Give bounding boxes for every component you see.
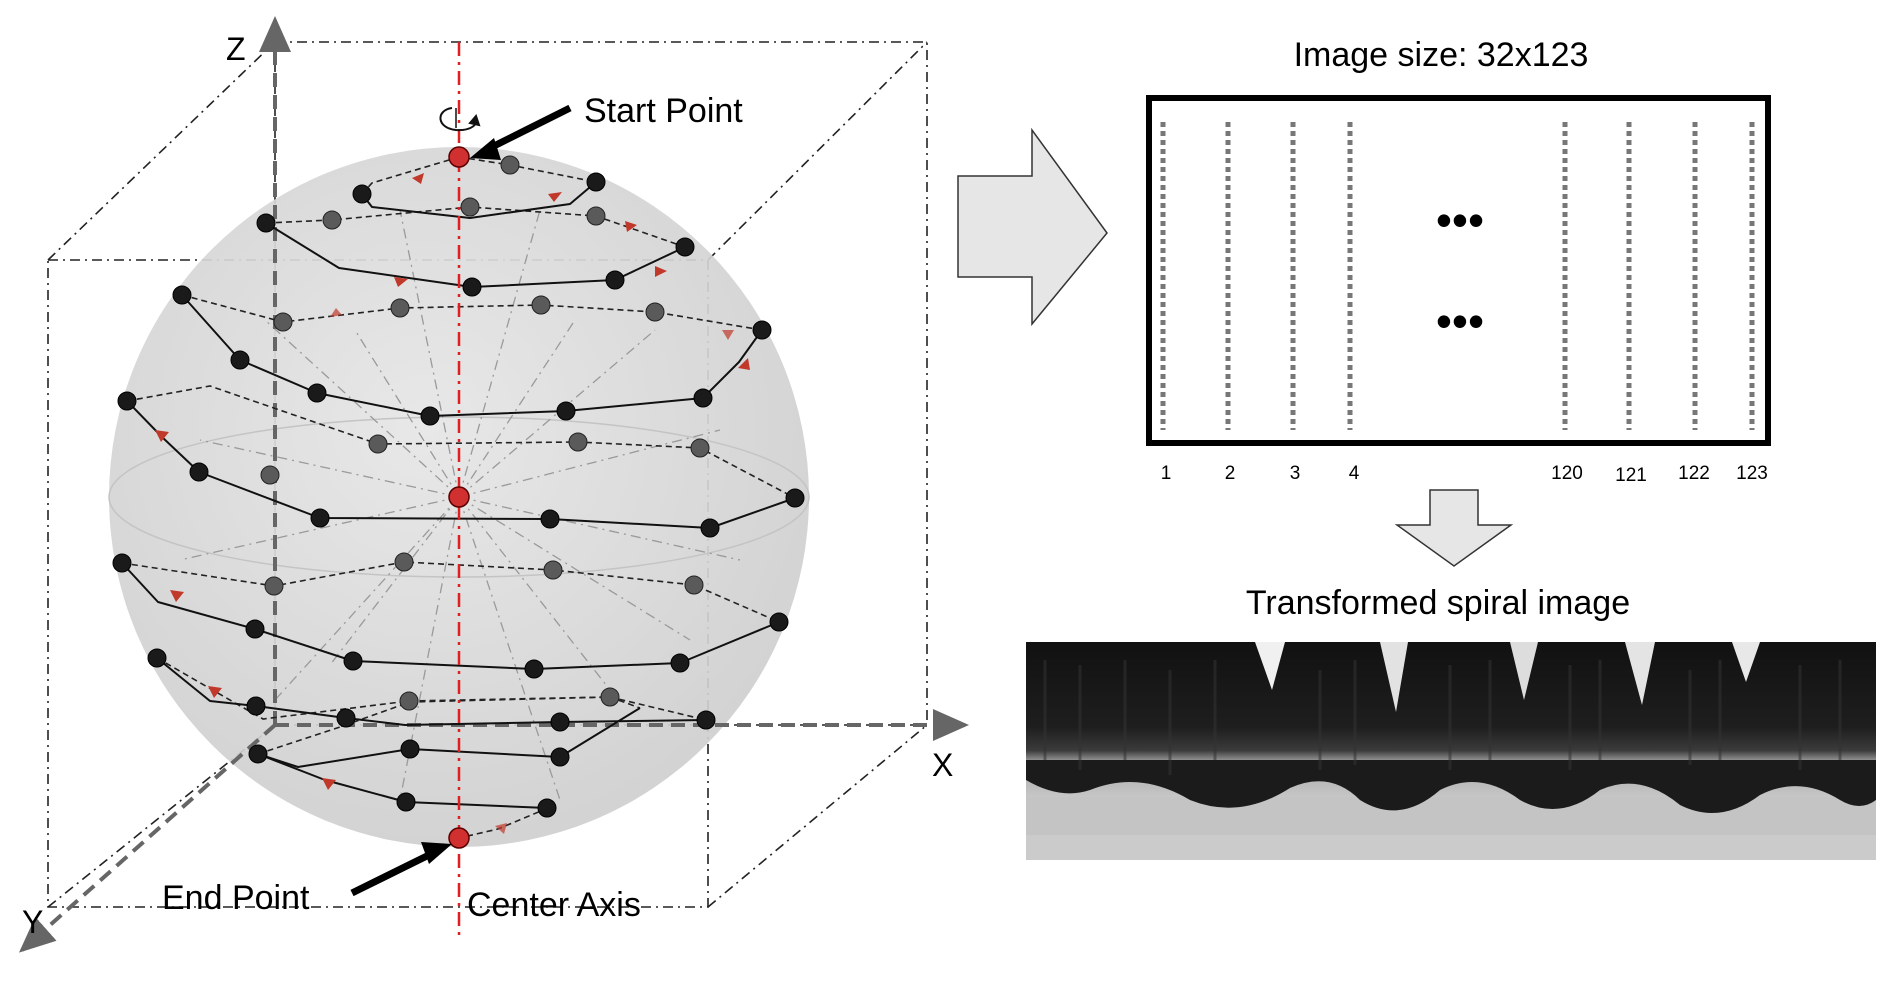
- end-point-arrow: [350, 842, 452, 897]
- sample-point: [696, 710, 716, 730]
- sample-point: [543, 560, 563, 580]
- column-number: 121: [1615, 465, 1647, 486]
- sample-point: [112, 553, 132, 573]
- column-number: 3: [1290, 463, 1301, 484]
- sample-point: [568, 432, 588, 452]
- sample-point: [420, 406, 440, 426]
- sample-point: [645, 302, 665, 322]
- sample-point: [117, 391, 137, 411]
- bounding-box-back: [274, 41, 928, 726]
- sphere-diagram: Z X Y: [19, 16, 969, 953]
- column-number: 120: [1551, 463, 1583, 484]
- ellipsis-upper: •••: [1436, 194, 1484, 246]
- start-point-label: Start Point: [584, 92, 743, 130]
- sample-point: [670, 653, 690, 673]
- sample-point: [310, 508, 330, 528]
- column-number: 2: [1225, 463, 1236, 484]
- grid-title: Image size: 32x123: [1294, 36, 1589, 74]
- sphere-center-point: [448, 486, 470, 508]
- sample-point: [307, 383, 327, 403]
- sample-point: [189, 462, 209, 482]
- sample-point: [550, 747, 570, 767]
- ellipsis-lower: •••: [1436, 295, 1484, 347]
- sample-point: [556, 401, 576, 421]
- sample-point: [524, 659, 544, 679]
- sample-point: [400, 739, 420, 759]
- sample-point: [368, 434, 388, 454]
- sample-point: [586, 172, 606, 192]
- sampling-grid-panel: Image size: 32x123 ••• ••• 1 2 3 4 120 1…: [1146, 36, 1771, 486]
- sample-point: [600, 687, 620, 707]
- sample-point: [785, 488, 805, 508]
- sample-point: [550, 712, 570, 732]
- sample-point: [690, 438, 710, 458]
- sample-point: [343, 651, 363, 671]
- bounding-box-edge: [707, 724, 928, 908]
- sample-point: [752, 320, 772, 340]
- sample-point: [147, 648, 167, 668]
- sample-point: [352, 184, 372, 204]
- grid-ellipsis: ••• •••: [1436, 194, 1484, 347]
- sample-point: [260, 465, 280, 485]
- sample-point: [172, 285, 192, 305]
- sample-point: [462, 277, 482, 297]
- sample-point: [394, 552, 414, 572]
- sample-point: [693, 388, 713, 408]
- start-point-arrow: [470, 104, 572, 160]
- sample-point: [500, 155, 520, 175]
- flow-arrow-right: [957, 127, 1108, 327]
- sample-point: [336, 708, 356, 728]
- sampling-points-front: [112, 172, 805, 818]
- end-point-marker: [448, 827, 470, 849]
- radial-spokes: [179, 209, 741, 801]
- transformed-spiral-image: [1026, 642, 1876, 860]
- sample-point: [399, 691, 419, 711]
- start-point-marker: [448, 146, 470, 168]
- grid-columns: [1160, 122, 1755, 430]
- column-number: 1: [1161, 463, 1172, 484]
- sample-point: [684, 575, 704, 595]
- sample-point: [700, 518, 720, 538]
- bounding-box-edge: [47, 41, 276, 261]
- y-axis-arrow: [19, 723, 277, 953]
- transformed-image-panel: Transformed spiral image: [1026, 584, 1876, 860]
- end-point-label: End Point: [162, 879, 310, 917]
- z-axis-label: Z: [226, 31, 246, 67]
- column-number: 122: [1678, 463, 1710, 484]
- bounding-box-edge: [707, 41, 928, 261]
- column-number: 123: [1736, 463, 1768, 484]
- flow-arrow-down: [1394, 489, 1514, 567]
- sample-point: [273, 312, 293, 332]
- sample-point: [460, 197, 480, 217]
- sample-point: [245, 619, 265, 639]
- sample-point: [246, 696, 266, 716]
- sample-point: [675, 237, 695, 257]
- sample-point: [248, 744, 268, 764]
- sample-point: [396, 792, 416, 812]
- center-axis-label: Center Axis: [467, 886, 641, 924]
- rotation-icon: [439, 107, 481, 132]
- sample-point: [605, 270, 625, 290]
- grid-column-numbers: 1 2 3 4 120 121 122 123: [1161, 463, 1768, 486]
- sample-point: [586, 206, 606, 226]
- sample-point: [531, 295, 551, 315]
- x-axis-label: X: [932, 747, 953, 783]
- sample-point: [230, 350, 250, 370]
- sample-point: [264, 576, 284, 596]
- sample-point: [769, 612, 789, 632]
- sampling-points-back: [260, 155, 710, 711]
- sample-point: [322, 210, 342, 230]
- sample-point: [256, 213, 276, 233]
- direction-markers: [155, 173, 750, 834]
- sample-point: [390, 298, 410, 318]
- column-number: 4: [1349, 463, 1360, 484]
- y-axis-label: Y: [22, 904, 43, 940]
- grid-frame: [1146, 95, 1771, 446]
- sample-point: [540, 509, 560, 529]
- sample-point: [537, 798, 557, 818]
- transformed-image-title: Transformed spiral image: [1246, 584, 1630, 622]
